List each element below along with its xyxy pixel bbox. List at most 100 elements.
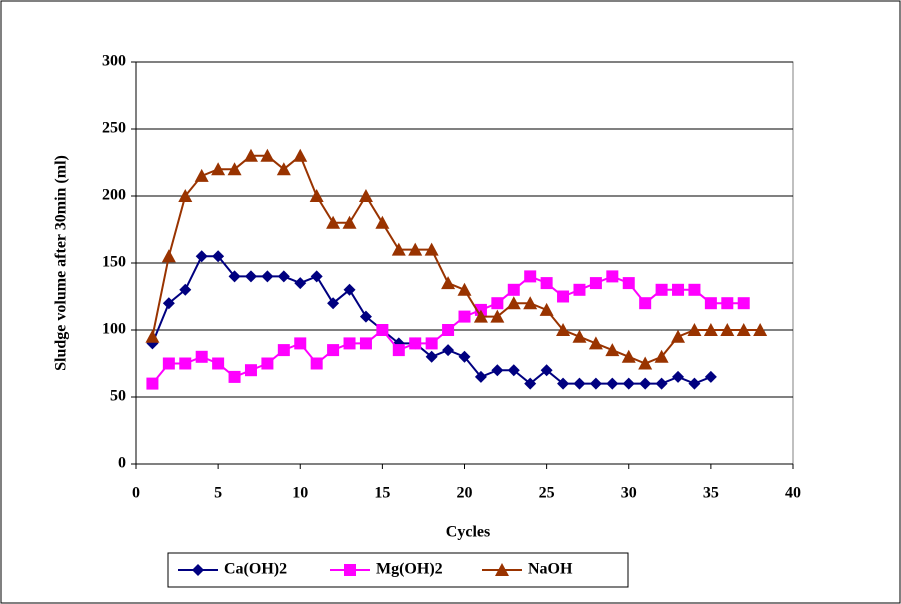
marker: [261, 270, 274, 283]
marker: [277, 270, 290, 283]
marker: [293, 148, 308, 162]
marker: [442, 324, 455, 336]
marker: [672, 283, 685, 296]
x-tick-label: 25: [539, 485, 555, 502]
marker: [327, 297, 340, 310]
marker: [327, 344, 340, 357]
marker: [753, 323, 768, 336]
marker: [342, 215, 357, 229]
marker: [260, 148, 275, 162]
legend-label: NaOH: [528, 561, 573, 578]
marker: [162, 357, 175, 370]
marker: [524, 270, 537, 283]
marker: [179, 357, 192, 370]
marker: [474, 370, 487, 383]
marker: [589, 377, 602, 390]
marker: [243, 148, 258, 162]
marker: [655, 377, 668, 390]
marker: [736, 323, 751, 336]
marker: [195, 250, 208, 263]
marker: [161, 249, 176, 263]
marker: [391, 242, 406, 256]
marker: [375, 215, 390, 229]
marker: [441, 276, 456, 290]
marker: [310, 357, 323, 370]
marker: [556, 323, 571, 336]
marker: [655, 283, 668, 296]
marker: [276, 162, 291, 176]
marker: [162, 297, 175, 310]
marker: [573, 377, 586, 390]
marker: [458, 350, 471, 363]
marker: [654, 349, 669, 363]
marker: [359, 310, 372, 323]
legend-marker: [344, 564, 356, 576]
marker: [622, 377, 635, 390]
marker: [490, 309, 505, 323]
marker: [621, 349, 636, 363]
marker: [606, 377, 619, 390]
marker: [704, 370, 717, 383]
marker: [671, 329, 686, 343]
marker: [687, 323, 702, 336]
marker: [294, 337, 307, 350]
x-tick-label: 10: [292, 485, 308, 502]
marker: [589, 277, 602, 290]
marker: [358, 189, 373, 202]
y-axis-label: Sludge volume after 30min (ml): [53, 155, 70, 371]
marker: [425, 337, 438, 350]
marker: [145, 329, 160, 343]
y-tick-label: 150: [102, 254, 126, 271]
marker: [212, 357, 225, 370]
marker: [720, 323, 735, 336]
marker: [737, 297, 750, 310]
marker: [606, 270, 619, 283]
marker: [343, 337, 356, 350]
marker: [178, 189, 193, 202]
marker: [146, 377, 159, 390]
marker: [704, 297, 717, 310]
x-tick-label: 0: [132, 485, 140, 502]
x-tick-label: 40: [785, 485, 801, 502]
marker: [359, 337, 372, 350]
marker: [605, 343, 620, 357]
marker: [228, 270, 241, 283]
marker: [277, 344, 290, 357]
marker: [703, 323, 718, 336]
marker: [507, 364, 520, 377]
marker: [392, 344, 405, 357]
marker: [721, 297, 734, 310]
marker: [523, 296, 538, 310]
marker: [261, 357, 274, 370]
marker: [310, 270, 323, 283]
marker: [425, 350, 438, 363]
marker: [195, 350, 208, 363]
x-tick-label: 30: [621, 485, 637, 502]
marker: [309, 189, 324, 202]
marker: [540, 364, 553, 377]
marker: [212, 250, 225, 263]
marker: [539, 302, 554, 316]
marker: [442, 344, 455, 357]
marker: [572, 329, 587, 343]
marker: [588, 336, 603, 350]
marker: [408, 242, 423, 256]
marker: [557, 377, 570, 390]
marker: [376, 324, 389, 336]
marker: [639, 377, 652, 390]
marker: [557, 290, 570, 303]
marker: [326, 215, 341, 229]
legend-marker: [495, 563, 509, 576]
marker: [688, 283, 701, 296]
y-tick-label: 100: [102, 321, 126, 338]
y-tick-label: 300: [102, 53, 126, 70]
legend-label: Mg(OH)2: [376, 561, 443, 578]
marker: [244, 364, 257, 377]
marker: [524, 377, 537, 390]
marker: [424, 242, 439, 256]
legend-label: Ca(OH)2: [224, 561, 287, 578]
marker: [638, 356, 653, 370]
marker: [639, 297, 652, 310]
x-tick-label: 15: [374, 485, 390, 502]
